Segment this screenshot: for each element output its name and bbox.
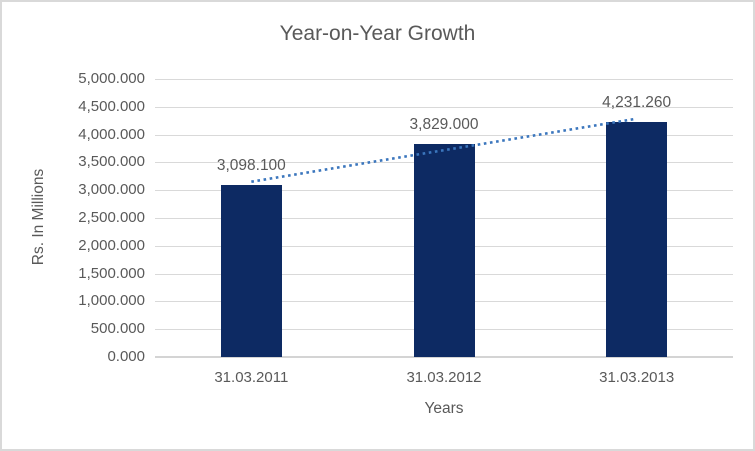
y-tick-label: 0.000 (107, 348, 145, 365)
x-axis-title: Years (424, 400, 464, 417)
y-tick-label: 2,000.000 (78, 236, 145, 254)
y-tick-label: 1,000.000 (78, 292, 145, 310)
bar-31.03.2011 (220, 184, 282, 357)
x-axis-line (155, 356, 733, 358)
gridline (155, 106, 733, 108)
x-tick-label: 31.03.2013 (599, 369, 675, 386)
x-tick-label: 31.03.2012 (406, 369, 482, 386)
y-tick-label: 2,500.000 (78, 209, 145, 226)
data-label: 3,098.100 (216, 156, 286, 174)
bar-31.03.2013 (606, 121, 668, 357)
data-label: 4,231.260 (602, 93, 672, 111)
y-tick-label: 4,000.000 (78, 125, 145, 143)
gridline (155, 79, 733, 80)
x-tick-label: 31.03.2011 (214, 369, 289, 386)
data-label: 3,829.000 (409, 116, 479, 134)
bar-31.03.2012 (413, 144, 475, 357)
y-tick-label: 3,500.000 (78, 153, 145, 171)
y-tick-label: 3,000.000 (78, 181, 145, 199)
y-tick-label: 5,000.000 (78, 70, 145, 87)
y-tick-label: 1,500.000 (78, 264, 145, 282)
y-tick-label: 500.000 (90, 320, 145, 338)
chart-title: Year-on-Year Growth (279, 22, 476, 45)
y-tick-label: 4,500.000 (78, 97, 145, 115)
